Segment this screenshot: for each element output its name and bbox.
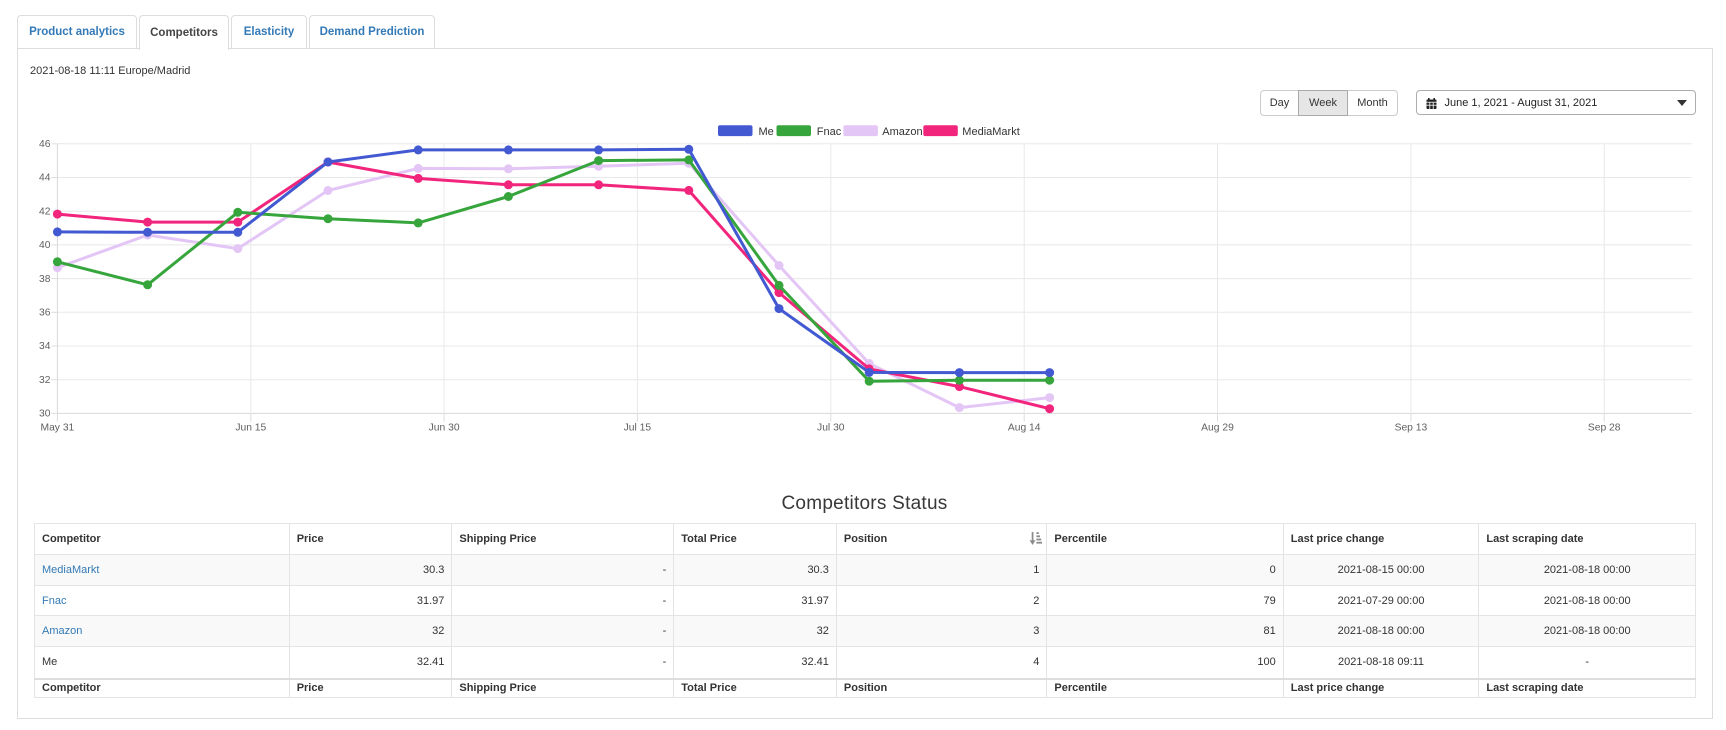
svg-text:40: 40 xyxy=(39,240,51,251)
svg-text:Jul 30: Jul 30 xyxy=(817,423,845,434)
svg-text:Aug 14: Aug 14 xyxy=(1008,423,1041,434)
svg-text:Jun 30: Jun 30 xyxy=(429,423,460,434)
svg-text:Jul 15: Jul 15 xyxy=(624,423,652,434)
svg-text:34: 34 xyxy=(39,341,51,352)
svg-text:Aug 29: Aug 29 xyxy=(1201,423,1234,434)
svg-text:44: 44 xyxy=(39,173,51,184)
svg-text:Amazon: Amazon xyxy=(882,126,922,138)
svg-text:32: 32 xyxy=(39,375,51,386)
svg-text:Me: Me xyxy=(759,126,774,138)
svg-text:36: 36 xyxy=(39,308,51,319)
svg-text:Sep 13: Sep 13 xyxy=(1395,423,1428,434)
svg-text:May 31: May 31 xyxy=(41,423,75,434)
svg-text:MediaMarkt: MediaMarkt xyxy=(962,126,1019,138)
svg-text:Fnac: Fnac xyxy=(817,126,842,138)
svg-text:42: 42 xyxy=(39,206,51,217)
svg-text:30: 30 xyxy=(39,409,51,420)
svg-text:Sep 28: Sep 28 xyxy=(1588,423,1621,434)
svg-text:38: 38 xyxy=(39,274,51,285)
svg-text:46: 46 xyxy=(39,139,51,150)
svg-text:Jun 15: Jun 15 xyxy=(235,423,266,434)
